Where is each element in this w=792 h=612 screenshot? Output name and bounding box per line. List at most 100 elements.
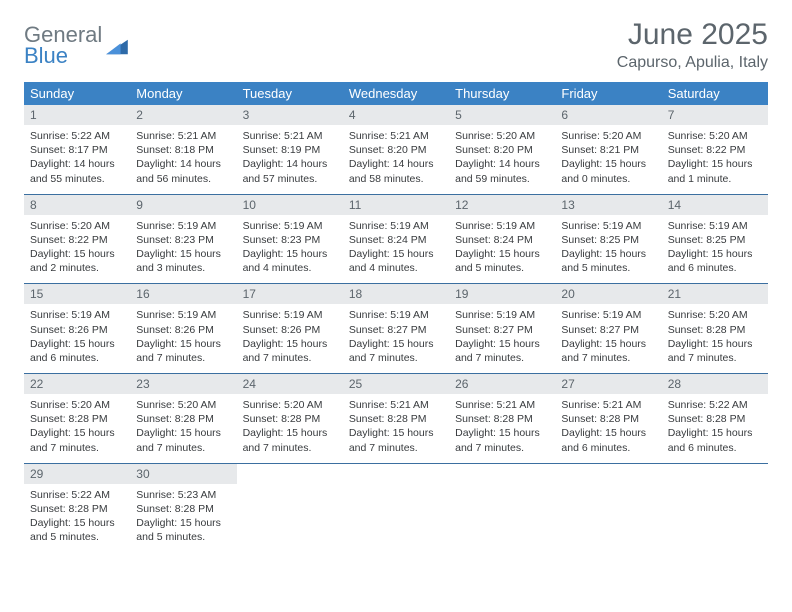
day-number: 2 [130,105,236,125]
sunrise-text: Sunrise: 5:22 AM [30,488,124,502]
sunrise-text: Sunrise: 5:19 AM [561,308,655,322]
daylight-text-1: Daylight: 15 hours [349,247,443,261]
daylight-text-2: and 4 minutes. [349,261,443,275]
day-cell: 23Sunrise: 5:20 AMSunset: 8:28 PMDayligh… [130,374,236,463]
week-row: 8Sunrise: 5:20 AMSunset: 8:22 PMDaylight… [24,195,768,284]
sunset-text: Sunset: 8:28 PM [136,502,230,516]
sunset-text: Sunset: 8:28 PM [349,412,443,426]
daylight-text-2: and 7 minutes. [561,351,655,365]
sunrise-text: Sunrise: 5:19 AM [136,308,230,322]
day-of-week-row: Sunday Monday Tuesday Wednesday Thursday… [24,82,768,105]
day-details: Sunrise: 5:20 AMSunset: 8:28 PMDaylight:… [662,304,768,373]
day-details: Sunrise: 5:19 AMSunset: 8:24 PMDaylight:… [449,215,555,284]
sunset-text: Sunset: 8:22 PM [30,233,124,247]
day-cell: 14Sunrise: 5:19 AMSunset: 8:25 PMDayligh… [662,195,768,284]
daylight-text-2: and 7 minutes. [243,351,337,365]
week-row: 22Sunrise: 5:20 AMSunset: 8:28 PMDayligh… [24,374,768,463]
day-number: 29 [24,464,130,484]
sunset-text: Sunset: 8:28 PM [561,412,655,426]
logo: General Blue [24,18,128,67]
sunset-text: Sunset: 8:19 PM [243,143,337,157]
daylight-text-2: and 7 minutes. [349,441,443,455]
sunrise-text: Sunrise: 5:21 AM [136,129,230,143]
day-details: Sunrise: 5:22 AMSunset: 8:28 PMDaylight:… [662,394,768,463]
daylight-text-1: Daylight: 15 hours [455,337,549,351]
day-details: Sunrise: 5:22 AMSunset: 8:17 PMDaylight:… [24,125,130,194]
day-details: Sunrise: 5:19 AMSunset: 8:26 PMDaylight:… [237,304,343,373]
sunset-text: Sunset: 8:18 PM [136,143,230,157]
sunrise-text: Sunrise: 5:22 AM [30,129,124,143]
daylight-text-2: and 7 minutes. [30,441,124,455]
week-row: 15Sunrise: 5:19 AMSunset: 8:26 PMDayligh… [24,284,768,373]
day-cell: 22Sunrise: 5:20 AMSunset: 8:28 PMDayligh… [24,374,130,463]
day-details: Sunrise: 5:19 AMSunset: 8:27 PMDaylight:… [343,304,449,373]
sunset-text: Sunset: 8:28 PM [668,323,762,337]
day-cell: 2Sunrise: 5:21 AMSunset: 8:18 PMDaylight… [130,105,236,194]
day-cell: 16Sunrise: 5:19 AMSunset: 8:26 PMDayligh… [130,284,236,373]
logo-triangle-icon [106,38,128,56]
day-cell [449,464,555,553]
day-number: 11 [343,195,449,215]
day-details: Sunrise: 5:22 AMSunset: 8:28 PMDaylight:… [24,484,130,553]
day-details: Sunrise: 5:19 AMSunset: 8:26 PMDaylight:… [24,304,130,373]
sunset-text: Sunset: 8:25 PM [668,233,762,247]
sunset-text: Sunset: 8:23 PM [136,233,230,247]
day-details: Sunrise: 5:19 AMSunset: 8:27 PMDaylight:… [449,304,555,373]
daylight-text-1: Daylight: 15 hours [668,426,762,440]
week-row: 1Sunrise: 5:22 AMSunset: 8:17 PMDaylight… [24,105,768,194]
sunset-text: Sunset: 8:27 PM [455,323,549,337]
sunrise-text: Sunrise: 5:20 AM [668,129,762,143]
daylight-text-1: Daylight: 14 hours [455,157,549,171]
dow-wed: Wednesday [343,82,449,105]
sunrise-text: Sunrise: 5:19 AM [349,219,443,233]
day-cell: 26Sunrise: 5:21 AMSunset: 8:28 PMDayligh… [449,374,555,463]
sunset-text: Sunset: 8:28 PM [455,412,549,426]
dow-sat: Saturday [662,82,768,105]
sunrise-text: Sunrise: 5:20 AM [30,398,124,412]
daylight-text-2: and 56 minutes. [136,172,230,186]
daylight-text-2: and 4 minutes. [243,261,337,275]
sunrise-text: Sunrise: 5:21 AM [243,129,337,143]
day-number: 17 [237,284,343,304]
day-cell: 12Sunrise: 5:19 AMSunset: 8:24 PMDayligh… [449,195,555,284]
day-cell [237,464,343,553]
day-number: 19 [449,284,555,304]
daylight-text-2: and 57 minutes. [243,172,337,186]
day-details: Sunrise: 5:21 AMSunset: 8:20 PMDaylight:… [343,125,449,194]
day-details: Sunrise: 5:21 AMSunset: 8:19 PMDaylight:… [237,125,343,194]
day-details: Sunrise: 5:21 AMSunset: 8:28 PMDaylight:… [449,394,555,463]
day-cell: 27Sunrise: 5:21 AMSunset: 8:28 PMDayligh… [555,374,661,463]
daylight-text-1: Daylight: 15 hours [243,337,337,351]
day-cell: 20Sunrise: 5:19 AMSunset: 8:27 PMDayligh… [555,284,661,373]
daylight-text-1: Daylight: 15 hours [455,426,549,440]
day-details: Sunrise: 5:20 AMSunset: 8:20 PMDaylight:… [449,125,555,194]
day-cell: 30Sunrise: 5:23 AMSunset: 8:28 PMDayligh… [130,464,236,553]
day-details: Sunrise: 5:20 AMSunset: 8:28 PMDaylight:… [237,394,343,463]
daylight-text-1: Daylight: 15 hours [561,157,655,171]
daylight-text-1: Daylight: 15 hours [136,337,230,351]
day-number: 18 [343,284,449,304]
daylight-text-1: Daylight: 15 hours [30,337,124,351]
header: General Blue June 2025 Capurso, Apulia, … [24,18,768,72]
logo-text: General Blue [24,24,102,67]
day-number: 21 [662,284,768,304]
sunrise-text: Sunrise: 5:21 AM [455,398,549,412]
sunset-text: Sunset: 8:28 PM [668,412,762,426]
day-cell [343,464,449,553]
sunset-text: Sunset: 8:25 PM [561,233,655,247]
day-number: 13 [555,195,661,215]
day-number: 16 [130,284,236,304]
day-number: 6 [555,105,661,125]
daylight-text-1: Daylight: 15 hours [30,516,124,530]
sunrise-text: Sunrise: 5:22 AM [668,398,762,412]
daylight-text-1: Daylight: 15 hours [668,247,762,261]
daylight-text-2: and 0 minutes. [561,172,655,186]
daylight-text-1: Daylight: 15 hours [243,426,337,440]
day-details: Sunrise: 5:19 AMSunset: 8:26 PMDaylight:… [130,304,236,373]
daylight-text-2: and 7 minutes. [349,351,443,365]
daylight-text-1: Daylight: 15 hours [136,426,230,440]
day-details: Sunrise: 5:19 AMSunset: 8:25 PMDaylight:… [662,215,768,284]
daylight-text-2: and 6 minutes. [30,351,124,365]
daylight-text-1: Daylight: 15 hours [561,337,655,351]
sunrise-text: Sunrise: 5:19 AM [455,308,549,322]
